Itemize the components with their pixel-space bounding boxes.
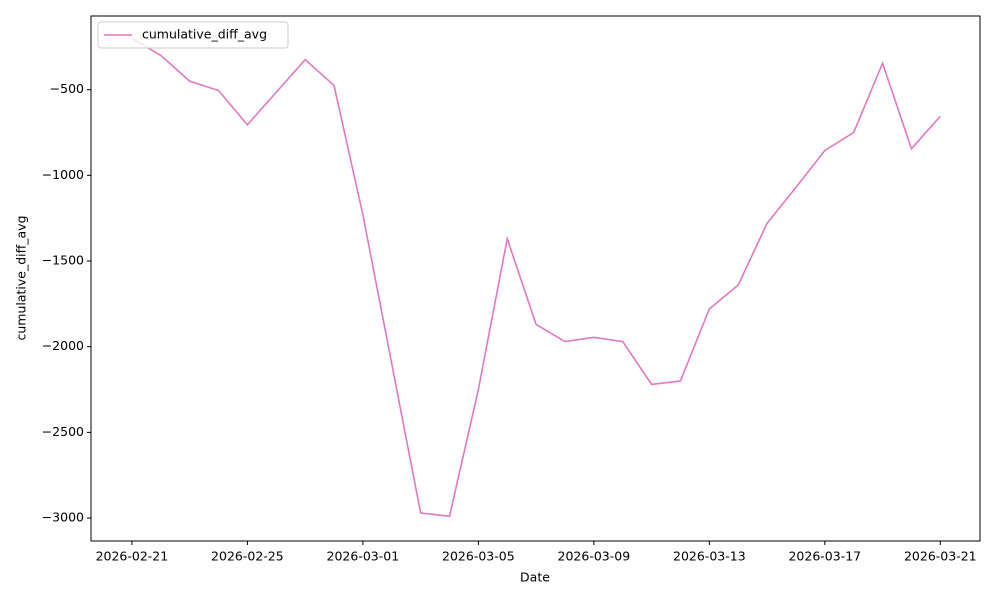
x-axis-label: Date: [520, 570, 550, 585]
y-tick-label: −1500: [42, 253, 84, 268]
x-tick-label: 2026-03-21: [904, 549, 977, 564]
plot-frame: [90, 15, 981, 542]
x-tick-label: 2026-02-21: [96, 549, 169, 564]
x-tick-label: 2026-03-01: [327, 549, 400, 564]
x-tick-label: 2026-03-17: [788, 549, 861, 564]
y-tick-label: −2000: [42, 338, 84, 353]
y-axis-label: cumulative_diff_avg: [14, 216, 29, 341]
x-tick-label: 2026-03-05: [442, 549, 515, 564]
legend-label: cumulative_diff_avg: [142, 27, 267, 42]
y-tick-label: −500: [50, 81, 84, 96]
x-tick-label: 2026-02-25: [211, 549, 284, 564]
y-tick-label: −1000: [42, 167, 84, 182]
line: [131, 37, 941, 518]
y-tick-label: −2500: [42, 424, 84, 439]
x-tick-label: 2026-03-09: [558, 549, 631, 564]
y-tick-label: −3000: [42, 510, 84, 525]
legend-box: [97, 21, 289, 49]
x-tick-label: 2026-03-13: [673, 549, 746, 564]
